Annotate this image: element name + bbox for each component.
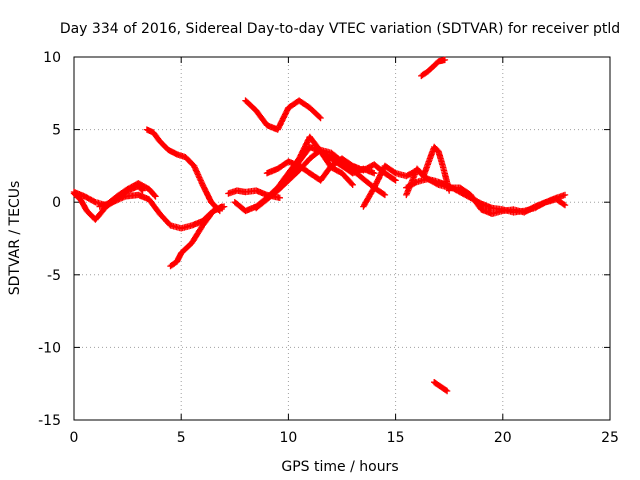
plot-frame (73, 56, 611, 421)
series-marks (167, 203, 228, 270)
y-tick-label: -10 (38, 340, 61, 356)
series-arc-d (143, 126, 223, 215)
series-marks (418, 56, 449, 80)
x-tick-label: 5 (177, 430, 186, 446)
chart-title: Day 334 of 2016, Sidereal Day-to-day VTE… (60, 21, 620, 37)
series-marks (143, 126, 223, 215)
y-tick-label: 5 (52, 123, 61, 139)
x-tick-label: 10 (279, 430, 297, 446)
series-marks (285, 143, 356, 188)
x-tick-label: 15 (387, 430, 405, 446)
series-arc-e (167, 203, 228, 270)
y-tick-label: -5 (47, 268, 61, 284)
series-marks (403, 143, 453, 199)
x-tick-label: 20 (494, 430, 512, 446)
y-axis-label: SDTVAR / TECUs (7, 181, 23, 296)
x-axis-label: GPS time / hours (281, 459, 398, 475)
series-arc-k (285, 143, 356, 188)
series-marks (431, 379, 451, 395)
series-marks (242, 97, 324, 133)
x-tick-label: 25 (601, 430, 619, 446)
series-arc-g (242, 97, 324, 133)
ticks: 0 5 10 15 20 25 10 5 0 -5 -10 -15 (38, 50, 619, 446)
series-arc-o (418, 56, 449, 80)
grid (74, 57, 610, 420)
series-arc-p (431, 379, 451, 395)
y-tick-label: 10 (43, 50, 61, 66)
x-tick-label: 0 (70, 430, 79, 446)
y-tick-label: 0 (52, 195, 61, 211)
data-marks (70, 56, 569, 395)
series-arc-n (403, 143, 453, 199)
y-tick-label: -15 (38, 413, 61, 429)
